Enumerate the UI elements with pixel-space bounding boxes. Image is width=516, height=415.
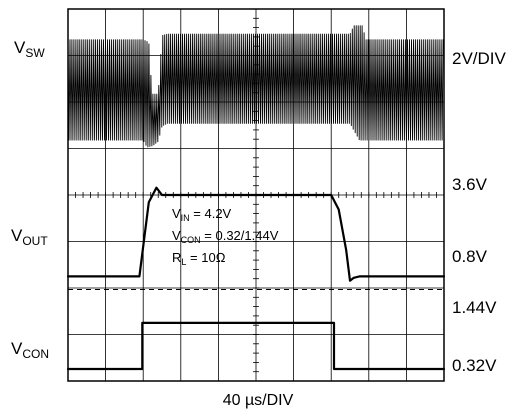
vout-level-low-label: 0.8V: [452, 247, 487, 266]
vout-level-high-label: 3.6V: [452, 175, 487, 194]
vsw-trace: [67, 25, 444, 148]
x-axis-scale-label: 40 µs/DIV: [222, 392, 294, 409]
vout-trace: [66, 186, 446, 282]
vsw-scale-label: 2V/DIV: [452, 49, 506, 68]
vcon-level-low-label: 0.32V: [452, 356, 497, 375]
annotation-vin: VIN = 4.2V: [172, 206, 232, 223]
annotation-vcon: VCON = 0.32/1.44V: [172, 228, 279, 245]
vout-channel-label: VOUT: [11, 226, 48, 248]
vcon-channel-label: VCON: [11, 339, 50, 361]
vcon-trace: [66, 321, 446, 371]
annotation-rl: RL = 10Ω: [172, 250, 226, 267]
vsw-channel-label: VSW: [14, 38, 45, 60]
vcon-level-high-label: 1.44V: [452, 298, 497, 317]
